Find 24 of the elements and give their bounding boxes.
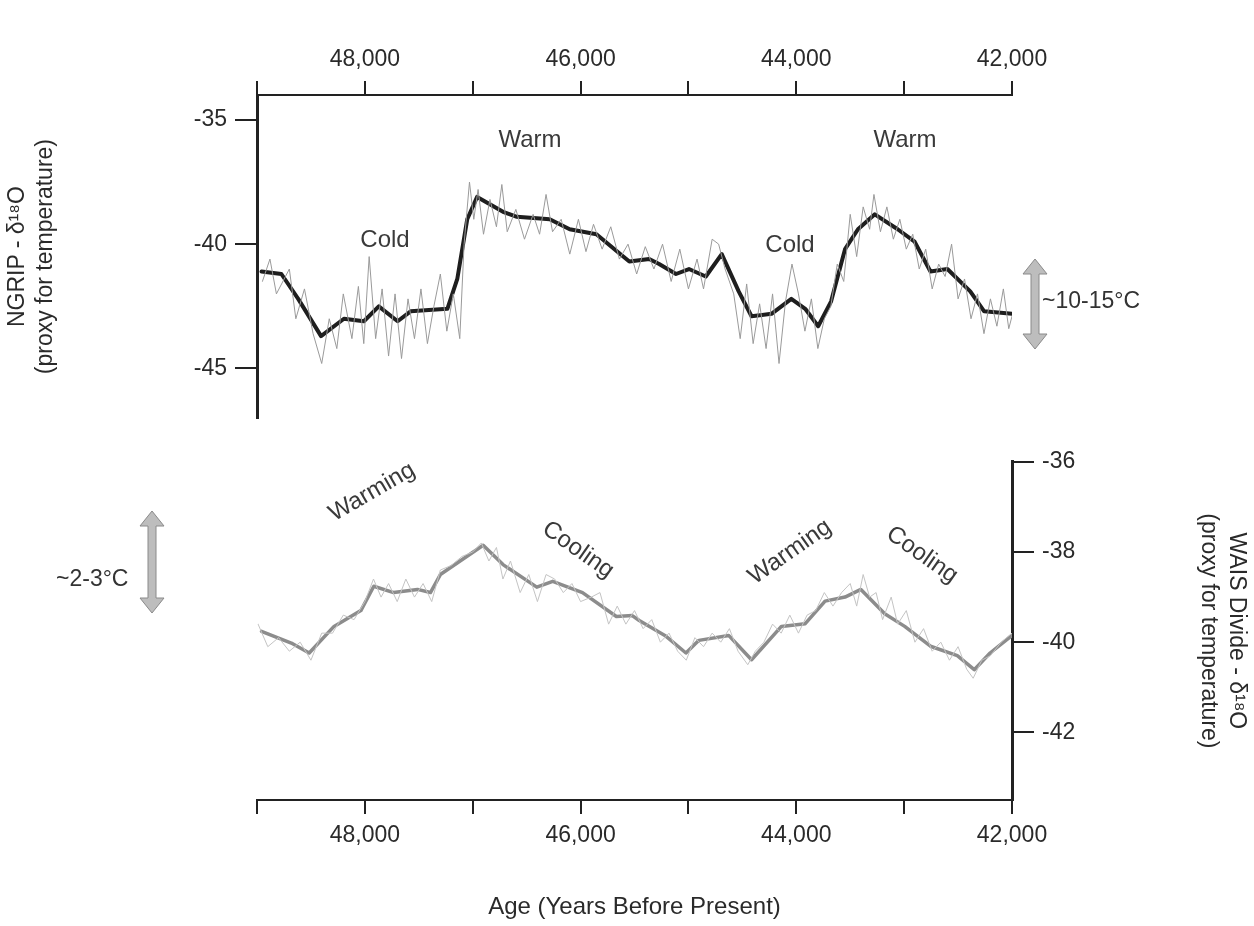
annotation: Warm (498, 124, 562, 152)
y-tick-label: -35 (193, 105, 227, 132)
x-tick-label: 42,000 (976, 821, 1048, 848)
x-tick-label: 46,000 (545, 44, 616, 71)
text: ~2-3°C (56, 565, 129, 592)
y-tick-label: -38 (1042, 537, 1076, 564)
x-tick-label: 42,000 (976, 44, 1048, 71)
y-tick-label: -42 (1042, 717, 1076, 744)
x-tick-label: 46,000 (545, 821, 616, 848)
y-tick-label: -45 (193, 353, 227, 380)
x-axis-title: Age (Years Before Present) (488, 892, 781, 920)
x-tick-label: 44,000 (761, 821, 832, 848)
annotation: Warm (873, 124, 937, 152)
y-axis-title: WAIS Divide - δ¹⁸O (proxy for temperature) (1197, 513, 1251, 749)
y-axis-title: NGRIP - δ¹⁸O (proxy for temperature) (3, 139, 57, 375)
annotation: Cold (360, 224, 410, 252)
text: ~10-15°C (1042, 287, 1141, 314)
x-tick-label: 44,000 (761, 44, 832, 71)
y-tick-label: -36 (1042, 447, 1076, 474)
x-tick-label: 48,000 (329, 44, 401, 71)
y-tick-label: -40 (193, 229, 227, 256)
annotation: Cold (765, 229, 815, 257)
x-tick-label: 48,000 (329, 821, 401, 848)
y-tick-label: -40 (1042, 627, 1076, 654)
